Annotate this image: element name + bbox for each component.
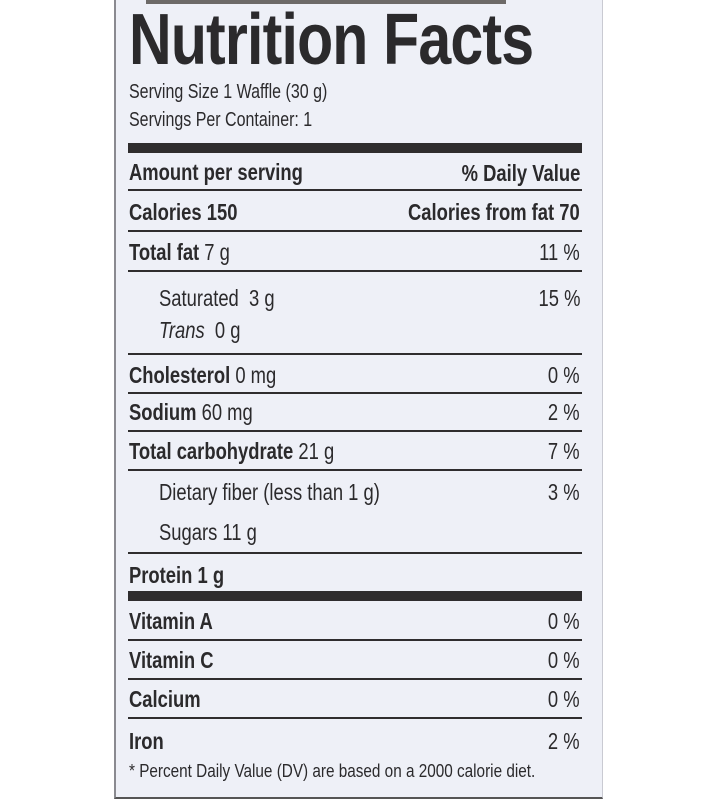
dietary-fiber-dv: 3 % — [548, 479, 580, 505]
footnote: * Percent Daily Value (DV) are based on … — [129, 761, 536, 781]
sugars-row: Sugars 11 g — [159, 519, 257, 545]
nutrient-label: Cholesterol — [129, 362, 231, 388]
nutrient-amount: 0 mg — [235, 362, 277, 388]
divider — [128, 353, 582, 355]
calories-from-fat: Calories from fat 70 — [408, 199, 580, 225]
calcium-dv: 0 % — [548, 686, 580, 712]
total-fat-row: Total fat 7 g — [129, 239, 230, 265]
divider — [128, 189, 582, 191]
nutrient-label: Trans — [159, 317, 205, 343]
sodium-dv: 2 % — [548, 399, 580, 425]
vitamin-a-dv: 0 % — [548, 608, 580, 634]
calcium-label: Calcium — [129, 686, 201, 712]
vitamin-c-dv: 0 % — [548, 647, 580, 673]
nutrient-amount: 0 g — [214, 317, 241, 343]
nutrient-label: Total carbohydrate — [129, 438, 294, 464]
nutrient-amount: 7 g — [204, 239, 230, 265]
nutrient-amount: 21 g — [298, 438, 335, 464]
daily-value-header: % Daily Value — [461, 160, 580, 186]
nutrient-amount: 60 mg — [201, 399, 253, 425]
divider — [128, 392, 582, 394]
calories: Calories 150 — [129, 199, 238, 225]
total-fat-dv: 11 % — [539, 239, 580, 265]
nutrient-label: Total fat — [129, 239, 200, 265]
nutrient-label: Protein — [129, 562, 193, 588]
trans-fat-row: Trans 0 g — [159, 317, 240, 343]
iron-label: Iron — [129, 728, 164, 754]
nutrition-facts-label: Nutrition Facts Serving Size 1 Waffle (3… — [114, 0, 603, 799]
nutrient-label: Sugars — [159, 519, 218, 545]
sodium-row: Sodium 60 mg — [129, 399, 253, 425]
divider-thick — [128, 591, 582, 601]
divider — [128, 430, 582, 432]
cholesterol-dv: 0 % — [548, 362, 580, 388]
total-carbohydrate-dv: 7 % — [548, 438, 580, 464]
divider — [128, 678, 582, 680]
nutrient-label: Saturated — [159, 285, 239, 311]
total-carbohydrate-row: Total carbohydrate 21 g — [129, 438, 334, 464]
vitamin-c-label: Vitamin C — [129, 647, 214, 673]
divider-thick — [128, 143, 582, 153]
saturated-fat-dv: 15 % — [538, 285, 580, 311]
divider — [128, 469, 582, 471]
amount-per-serving-header: Amount per serving — [129, 159, 303, 185]
protein-row: Protein 1 g — [129, 562, 224, 588]
divider — [128, 717, 582, 719]
top-bar — [146, 0, 506, 4]
serving-size: Serving Size 1 Waffle (30 g) — [129, 81, 328, 103]
nutrient-label: Sodium — [129, 399, 197, 425]
cholesterol-row: Cholesterol 0 mg — [129, 362, 276, 388]
nutrient-amount: 3 g — [249, 285, 275, 311]
label-title: Nutrition Facts — [129, 0, 534, 80]
divider — [128, 270, 582, 272]
vitamin-a-label: Vitamin A — [129, 608, 213, 634]
saturated-fat-row: Saturated 3 g — [159, 285, 275, 311]
divider — [128, 552, 582, 554]
divider — [128, 639, 582, 641]
servings-per-container: Servings Per Container: 1 — [129, 109, 313, 131]
divider — [128, 230, 582, 232]
nutrient-amount: 1 g — [197, 562, 225, 588]
nutrient-amount: 11 g — [222, 519, 257, 545]
dietary-fiber-label: Dietary fiber (less than 1 g) — [159, 479, 380, 505]
iron-dv: 2 % — [548, 728, 580, 754]
